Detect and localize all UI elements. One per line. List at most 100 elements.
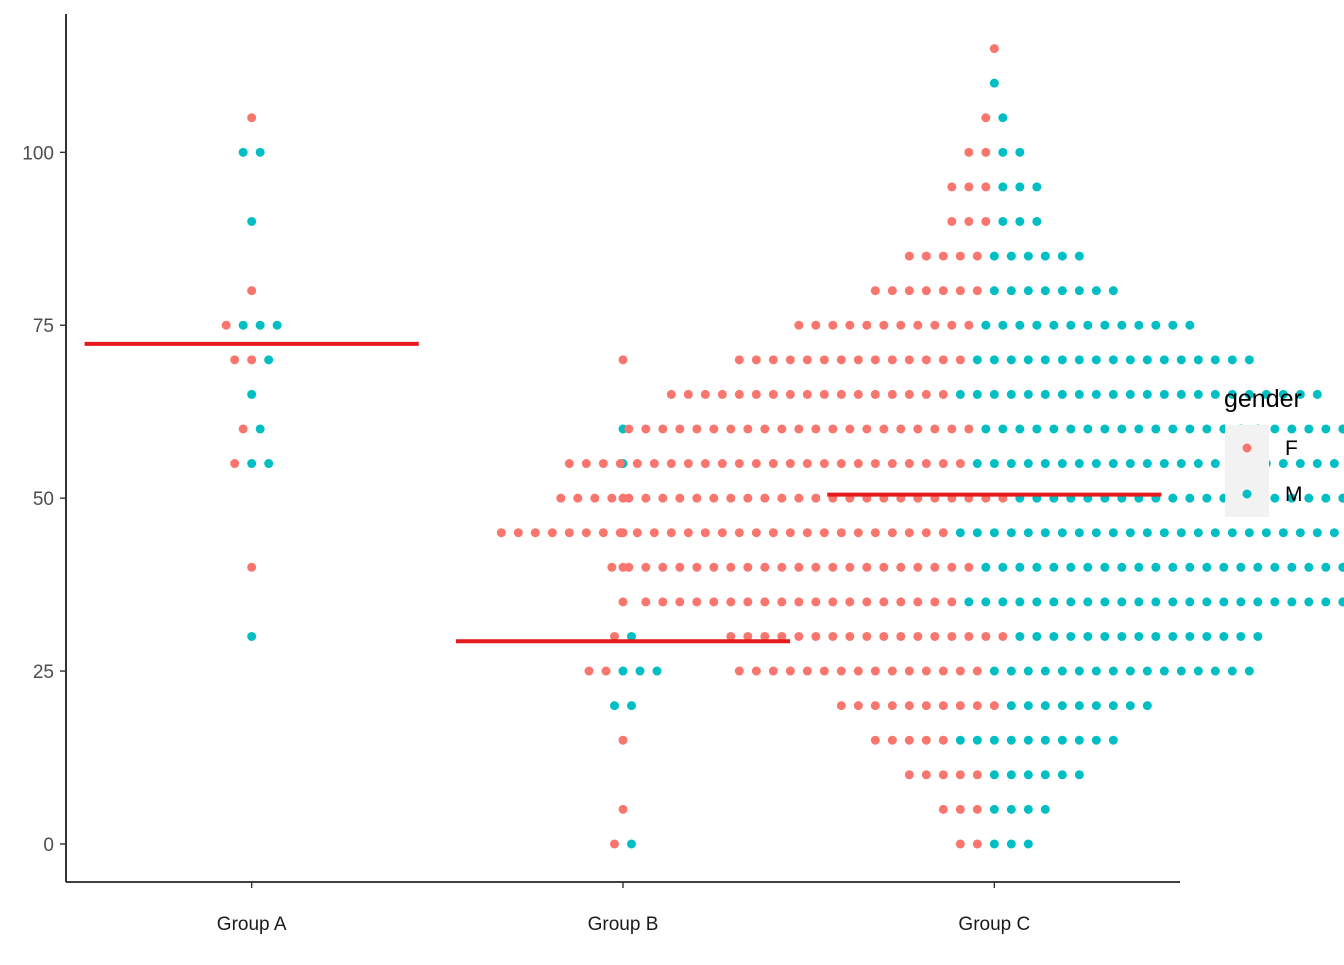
dot-M — [1244, 389, 1254, 399]
dot-M — [1006, 355, 1016, 365]
dot-F — [904, 770, 914, 780]
dot-F — [896, 424, 906, 434]
dot-M — [1193, 389, 1203, 399]
dot-M — [1074, 770, 1084, 780]
dot-M — [1176, 459, 1186, 469]
dot-M — [247, 631, 257, 641]
dot-F — [230, 355, 240, 365]
dot-F — [955, 839, 965, 849]
dot-F — [658, 424, 668, 434]
dot-M — [1057, 459, 1067, 469]
dot-M — [989, 839, 999, 849]
dot-group-group-c — [496, 44, 1344, 849]
dot-F — [887, 528, 897, 538]
dot-F — [607, 562, 617, 572]
dot-M — [1040, 286, 1050, 296]
dot-M — [1040, 804, 1050, 814]
dot-F — [955, 770, 965, 780]
dot-M — [247, 389, 257, 399]
dot-F — [743, 424, 753, 434]
dot-M — [1108, 286, 1118, 296]
dot-M — [1159, 528, 1169, 538]
dot-M — [1040, 389, 1050, 399]
dot-F — [734, 355, 744, 365]
dot-F — [964, 216, 974, 226]
dot-F — [913, 597, 923, 607]
dot-F — [972, 666, 982, 676]
dot-F — [658, 493, 668, 503]
dot-F — [768, 389, 778, 399]
dot-F — [904, 701, 914, 711]
legend: gender FM — [1224, 385, 1303, 517]
dot-M — [1049, 562, 1059, 572]
dot-M — [1321, 424, 1331, 434]
dot-M — [1253, 562, 1263, 572]
dot-F — [221, 320, 231, 330]
dot-M — [652, 666, 662, 676]
dot-M — [1338, 493, 1344, 503]
dot-F — [760, 562, 770, 572]
dot-F — [947, 562, 957, 572]
dot-M — [1057, 701, 1067, 711]
dot-F — [802, 459, 812, 469]
dot-F — [726, 493, 736, 503]
dot-F — [777, 493, 787, 503]
dot-F — [230, 459, 240, 469]
dot-group-group-b — [584, 355, 662, 849]
dot-M — [1023, 459, 1033, 469]
dot-F — [862, 631, 872, 641]
dot-F — [981, 147, 991, 157]
dot-F — [938, 666, 948, 676]
dot-M — [955, 735, 965, 745]
dot-F — [964, 631, 974, 641]
dot-F — [785, 459, 795, 469]
dot-M — [247, 459, 257, 469]
dot-M — [1270, 562, 1280, 572]
dot-F — [955, 355, 965, 365]
dot-M — [998, 147, 1008, 157]
dot-M — [1091, 701, 1101, 711]
dot-F — [768, 355, 778, 365]
dot-M — [1159, 459, 1169, 469]
dot-F — [921, 701, 931, 711]
dot-F — [811, 597, 821, 607]
dot-F — [581, 459, 591, 469]
dot-M — [1015, 597, 1025, 607]
dot-M — [1193, 666, 1203, 676]
dot-M — [627, 631, 636, 641]
dot-F — [683, 528, 693, 538]
dot-M — [1015, 631, 1025, 641]
dot-F — [743, 597, 753, 607]
dot-F — [683, 389, 693, 399]
dot-M — [1066, 424, 1076, 434]
dot-F — [981, 182, 991, 192]
dot-M — [272, 320, 282, 330]
dot-group-group-a — [221, 113, 282, 641]
dot-M — [1057, 286, 1067, 296]
dot-F — [955, 804, 965, 814]
dot-F — [598, 528, 608, 538]
dot-F — [615, 528, 625, 538]
dot-M — [1032, 562, 1042, 572]
dot-F — [955, 701, 965, 711]
dot-M — [972, 735, 982, 745]
dot-F — [641, 493, 651, 503]
dot-F — [734, 389, 744, 399]
dot-M — [1015, 147, 1025, 157]
dot-F — [819, 528, 829, 538]
dot-M — [1108, 355, 1118, 365]
dot-F — [675, 493, 685, 503]
dot-M — [1091, 286, 1101, 296]
dot-M — [1040, 701, 1050, 711]
dot-F — [845, 424, 855, 434]
dot-M — [1091, 735, 1101, 745]
dot-F — [819, 389, 829, 399]
dot-F — [751, 528, 761, 538]
dot-M — [1304, 597, 1314, 607]
dot-F — [768, 666, 778, 676]
dot-F — [879, 597, 889, 607]
dot-M — [1117, 320, 1127, 330]
dot-M — [1176, 666, 1186, 676]
dot-F — [584, 666, 594, 676]
dot-M — [1074, 735, 1084, 745]
